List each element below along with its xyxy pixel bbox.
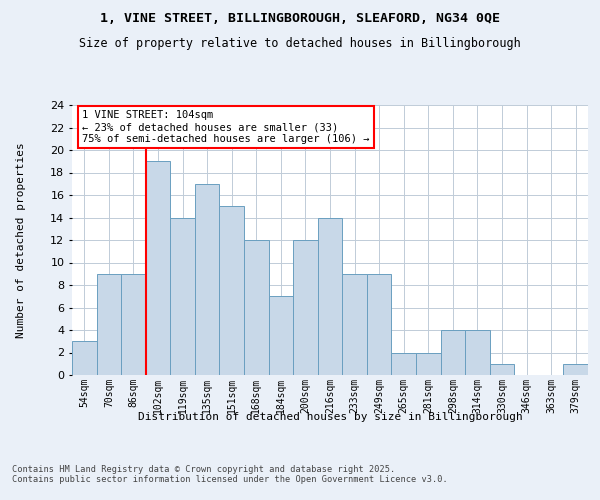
Bar — [318, 218, 342, 375]
Bar — [121, 274, 146, 375]
Bar — [146, 161, 170, 375]
Bar — [220, 206, 244, 375]
Text: 1, VINE STREET, BILLINGBOROUGH, SLEAFORD, NG34 0QE: 1, VINE STREET, BILLINGBOROUGH, SLEAFORD… — [100, 12, 500, 26]
Text: Size of property relative to detached houses in Billingborough: Size of property relative to detached ho… — [79, 38, 521, 51]
Text: Distribution of detached houses by size in Billingborough: Distribution of detached houses by size … — [137, 412, 523, 422]
Bar — [244, 240, 269, 375]
Y-axis label: Number of detached properties: Number of detached properties — [16, 142, 26, 338]
Bar — [391, 352, 416, 375]
Bar — [195, 184, 220, 375]
Bar — [72, 341, 97, 375]
Text: Contains HM Land Registry data © Crown copyright and database right 2025.
Contai: Contains HM Land Registry data © Crown c… — [12, 465, 448, 484]
Bar — [465, 330, 490, 375]
Bar — [97, 274, 121, 375]
Bar — [440, 330, 465, 375]
Bar — [563, 364, 588, 375]
Bar — [342, 274, 367, 375]
Text: 1 VINE STREET: 104sqm
← 23% of detached houses are smaller (33)
75% of semi-deta: 1 VINE STREET: 104sqm ← 23% of detached … — [82, 110, 370, 144]
Bar — [170, 218, 195, 375]
Bar — [293, 240, 318, 375]
Bar — [367, 274, 391, 375]
Bar — [269, 296, 293, 375]
Bar — [490, 364, 514, 375]
Bar — [416, 352, 440, 375]
